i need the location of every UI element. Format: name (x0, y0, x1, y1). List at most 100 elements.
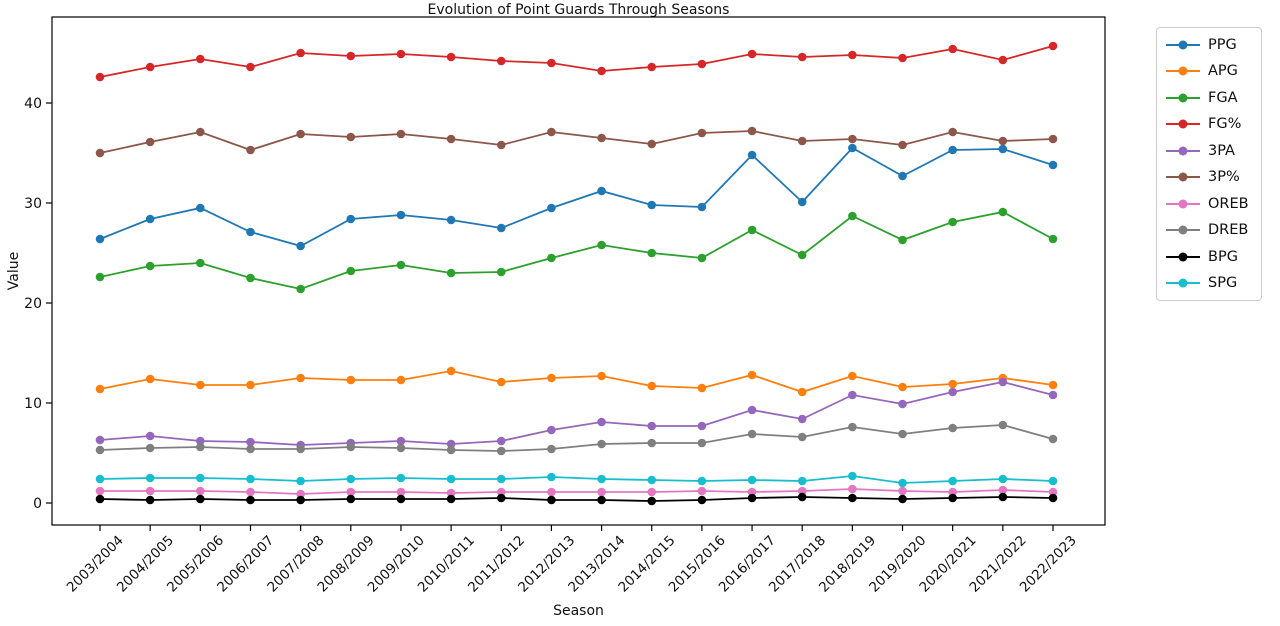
data-point (196, 442, 205, 452)
data-point (296, 489, 305, 499)
series-line (99, 45, 1054, 78)
data-point (597, 439, 606, 449)
data-point (948, 145, 957, 155)
data-point (196, 54, 205, 64)
data-point (396, 129, 406, 139)
data-point (747, 49, 757, 59)
data-point (1048, 234, 1058, 244)
data-point (496, 493, 506, 503)
legend-line-sample (1166, 172, 1200, 182)
series-line (100, 488, 1054, 495)
data-point (848, 371, 857, 381)
data-point (647, 381, 657, 391)
data-point (446, 134, 456, 144)
data-point (697, 438, 707, 448)
data-point (496, 223, 506, 233)
series-line (99, 475, 1054, 484)
data-point (747, 225, 757, 235)
data-point (346, 494, 356, 504)
legend-marker-dot (1178, 172, 1188, 182)
legend-label: 3P% (1208, 169, 1240, 186)
data-point (948, 217, 957, 227)
x-axis-title: Season (553, 603, 604, 619)
data-point (547, 444, 556, 454)
legend-line-sample (1166, 93, 1200, 103)
series-line (99, 146, 1054, 247)
data-point (246, 437, 255, 447)
data-point (848, 493, 857, 503)
data-point (547, 127, 556, 137)
y-tick-label: 30 (24, 196, 42, 212)
data-point (145, 62, 155, 72)
data-point (797, 492, 807, 502)
data-point (747, 493, 757, 503)
legend-entry-PPG: PPG (1166, 36, 1252, 54)
data-point (848, 143, 857, 153)
data-point (998, 377, 1008, 387)
legend-marker-dot (1178, 40, 1188, 50)
data-point (95, 486, 105, 496)
series-line (99, 496, 1054, 502)
data-point (145, 486, 155, 496)
data-point (346, 51, 356, 61)
data-point (848, 471, 857, 481)
data-point (496, 267, 506, 277)
data-point (446, 494, 456, 504)
data-point (898, 494, 907, 504)
data-point (296, 476, 305, 486)
data-point (948, 493, 957, 503)
data-point (647, 62, 657, 72)
data-point (1048, 380, 1058, 390)
legend-label: OREB (1208, 195, 1249, 212)
legend: PPG APG FGA FG% 3PA 3P% OREB DREB BPG SPG (1156, 27, 1262, 301)
data-point (848, 390, 857, 400)
data-point (446, 488, 456, 498)
legend-label: 3PA (1208, 142, 1235, 159)
legend-line-sample (1166, 146, 1200, 156)
data-point (145, 431, 155, 441)
legend-entry-SPG: SPG (1166, 275, 1252, 293)
series-lines (95, 41, 1058, 506)
data-point (496, 474, 506, 484)
data-point (446, 439, 456, 449)
data-point (848, 134, 857, 144)
data-point (898, 429, 907, 439)
data-point (496, 487, 506, 497)
data-point (647, 487, 657, 497)
legend-label: FG% (1208, 116, 1242, 133)
data-point (145, 374, 155, 384)
data-point (747, 429, 757, 439)
legend-marker-dot (1178, 119, 1188, 129)
data-point (998, 55, 1008, 65)
data-point (998, 485, 1008, 495)
data-point (95, 234, 105, 244)
data-point (296, 284, 305, 294)
data-point (396, 49, 406, 59)
data-point (446, 366, 456, 376)
data-point (95, 445, 105, 455)
series-SPG (95, 471, 1058, 488)
data-point (296, 241, 305, 251)
legend-entry-OREB: OREB (1166, 195, 1252, 213)
data-point (196, 473, 205, 483)
data-point (948, 387, 957, 397)
data-point (747, 405, 757, 415)
data-point (948, 44, 957, 54)
legend-marker-dot (1178, 93, 1188, 103)
data-point (396, 473, 406, 483)
series-line (99, 211, 1054, 290)
data-point (898, 382, 907, 392)
data-point (1048, 160, 1058, 170)
data-point (1048, 434, 1058, 444)
data-point (95, 494, 105, 504)
data-point (597, 417, 606, 427)
data-point (95, 72, 105, 82)
data-point (296, 48, 305, 58)
data-point (296, 444, 305, 454)
legend-line-sample (1166, 225, 1200, 235)
legend-label: PPG (1208, 36, 1237, 53)
legend-entry-DREB: DREB (1166, 222, 1252, 240)
legend-label: BPG (1208, 248, 1238, 265)
data-point (246, 474, 255, 484)
